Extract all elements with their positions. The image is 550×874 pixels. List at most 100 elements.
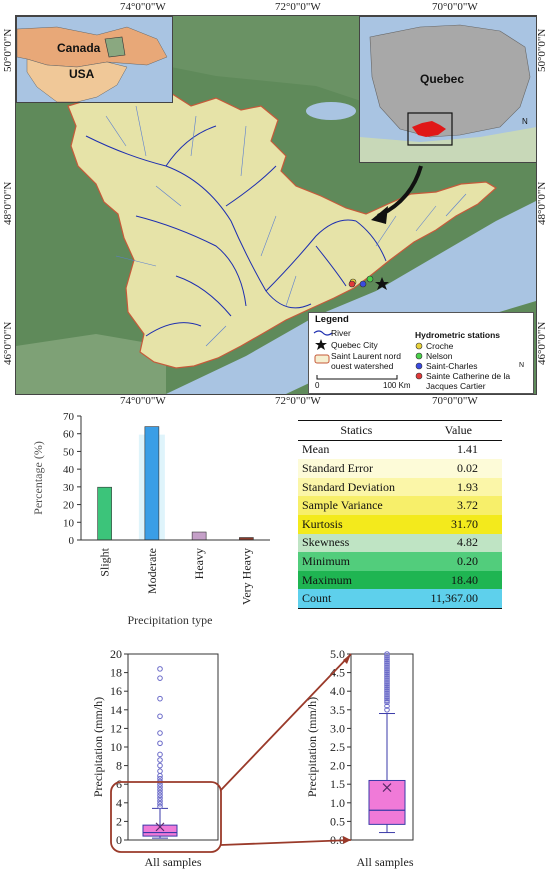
stats-row-label: Skewness — [302, 535, 350, 550]
boxplot-outlier — [384, 686, 390, 693]
boxplot-outlier — [384, 664, 390, 670]
boxplot-outlier — [384, 658, 390, 665]
boxplot-outlier — [157, 798, 163, 804]
legend-scale-bar — [316, 375, 398, 380]
boxplot-xlabel: All samples — [357, 855, 414, 869]
boxplot-outlier — [157, 751, 163, 758]
legend-station-nelson: Nelson — [426, 351, 453, 361]
watershed-polygon — [67, 87, 498, 369]
boxplot-ytick-label: 5.0 — [330, 647, 345, 661]
boxplot-outlier — [384, 656, 390, 663]
boxplot-ytick-label: 2.5 — [330, 740, 345, 754]
legend-station-saint-charles: Saint-Charles — [426, 361, 478, 371]
boxplot-outlier — [384, 693, 390, 700]
boxplot-outlier — [384, 651, 390, 657]
legend-station-sainte-catherine: Sainte Catherine de la Jacques Cartier — [426, 371, 511, 391]
bar-ytick-label: 20 — [63, 500, 75, 512]
stats-row: Standard Deviation 1.93 — [298, 477, 502, 497]
boxplot-ytick-label: 4.5 — [330, 666, 345, 680]
coord-right-2: 48°0"0"N — [536, 181, 548, 225]
boxplot-outlier — [384, 682, 390, 689]
boxplot-outlier — [157, 675, 163, 681]
legend-north: N — [519, 362, 525, 369]
boxplot-ytick-label: 0.5 — [330, 814, 345, 828]
stats-table: Statics Value Mean 1.41 Standard Error 0.02… — [298, 420, 502, 609]
boxplot-ytick-label: 2 — [116, 814, 122, 828]
boxplot-ytick-label: 2.0 — [330, 759, 345, 773]
stats-row-label: Count — [302, 591, 332, 606]
stats-row-label: Minimum — [302, 553, 351, 568]
zoom-line-bottom — [220, 839, 352, 846]
boxplot-outlier — [384, 690, 390, 696]
boxplot-outlier — [157, 784, 163, 790]
bar-ytick-label: 70 — [63, 411, 75, 423]
boxplot-outlier — [384, 653, 390, 659]
coord-bottom-3: 70°0"0"W — [432, 395, 478, 407]
locator-arrowhead — [371, 206, 388, 224]
boxplot-outlier — [384, 680, 390, 687]
zoom-arrowhead-bottom — [343, 836, 351, 844]
boxplot-ylabel: Precipitation (mm/h) — [305, 697, 319, 797]
inset-quebec: Quebec N — [359, 16, 536, 163]
inset-canada-label: Canada — [57, 41, 101, 55]
stats-row-label: Standard Deviation — [302, 479, 395, 494]
stats-row-value: 18.40 — [451, 572, 478, 587]
boxplot-outlier — [157, 795, 163, 801]
legend-watershed: Saint Laurent nord ouest watershed — [331, 351, 401, 371]
boxplot-xlabel: All samples — [145, 855, 202, 869]
stats-row: Skewness 4.82 — [298, 533, 502, 553]
boxplot-mean-marker — [155, 822, 165, 832]
inset-quebec-box — [407, 112, 453, 146]
legend-scale-start: 0 — [315, 381, 320, 390]
boxplot-ytick-label: 4 — [116, 796, 122, 810]
inset-quebec-svg — [360, 24, 536, 162]
boxplot-outlier — [157, 666, 163, 672]
stats-row: Kurtosis 31.70 — [298, 514, 502, 534]
boxplot-outlier — [157, 713, 163, 720]
boxplot-ytick-label: 3.5 — [330, 703, 345, 717]
quebec-city-star — [375, 277, 389, 290]
bar-heavy — [191, 531, 207, 541]
stats-row-value: 0.02 — [457, 460, 478, 475]
stats-row-label: Sample Variance — [302, 498, 383, 513]
boxplot-outlier — [384, 669, 390, 676]
bar-category-label: Slight — [98, 547, 112, 576]
zoom-highlight — [110, 781, 222, 853]
coord-left-1: 50°0"0"N — [2, 28, 14, 72]
legend-city-symbol — [315, 339, 327, 350]
boxplot-outlier — [384, 679, 390, 685]
bar-ytick-label: 0 — [69, 535, 75, 547]
stats-table-wrap: Statics Value Mean 1.41 Standard Error 0.02… — [298, 420, 502, 609]
bar-slight — [97, 486, 112, 541]
boxplot-ytick-label: 10 — [110, 740, 122, 754]
inset-north-america: Canada USA — [16, 16, 173, 103]
stats-row-label: Mean — [302, 442, 330, 457]
legend-station-symbols — [415, 342, 423, 380]
boxplot-outlier — [384, 688, 390, 695]
boxplot-outlier — [384, 667, 390, 674]
zoom-line-top — [220, 653, 352, 791]
stats-row-label: Maximum — [302, 572, 352, 587]
boxplot-outlier — [157, 789, 163, 796]
bar-ytick-label: 40 — [63, 464, 75, 476]
stats-row-label: Standard Error — [302, 460, 373, 475]
boxplot-ytick-label: 12 — [110, 721, 122, 735]
bar-category-label: Very Heavy — [239, 548, 253, 605]
coord-top-3: 70°0"0"W — [432, 1, 478, 13]
stats-header-label: Statics — [340, 422, 373, 437]
stats-header-value: Value — [444, 422, 472, 437]
coord-left-2: 48°0"0"N — [2, 181, 14, 225]
stats-row: Minimum 0.20 — [298, 552, 502, 571]
boxplot-outlier — [384, 677, 390, 683]
boxplot-outlier — [384, 697, 390, 704]
legend-river-symbol — [313, 330, 333, 336]
legend-stations-title: Hydrometric stations — [415, 330, 501, 340]
legend-station-croche: Croche — [426, 341, 454, 351]
map-frame: Canada USA Quebec N Legend River Quebec … — [15, 15, 537, 395]
boxplot-ylabel: Precipitation (mm/h) — [91, 697, 105, 797]
zoom-arrowhead-top — [343, 654, 351, 664]
boxplot-figure: 0 2 4 6 8 10 12 14 16 18 20 All samples Precipitatio… — [91, 647, 414, 869]
legend-watershed-symbol — [314, 354, 330, 364]
boxplot-outlier — [157, 695, 163, 702]
stats-row: Maximum 18.40 — [298, 570, 502, 590]
